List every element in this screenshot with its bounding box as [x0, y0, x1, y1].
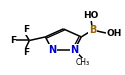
Text: N: N [48, 45, 56, 55]
Text: CH₃: CH₃ [75, 58, 89, 67]
Text: F: F [23, 26, 29, 34]
Text: B: B [89, 25, 96, 35]
Text: OH: OH [106, 28, 122, 38]
Text: HO: HO [84, 11, 99, 20]
Text: F: F [10, 36, 16, 45]
Text: F: F [23, 48, 29, 57]
Text: N: N [70, 45, 78, 55]
